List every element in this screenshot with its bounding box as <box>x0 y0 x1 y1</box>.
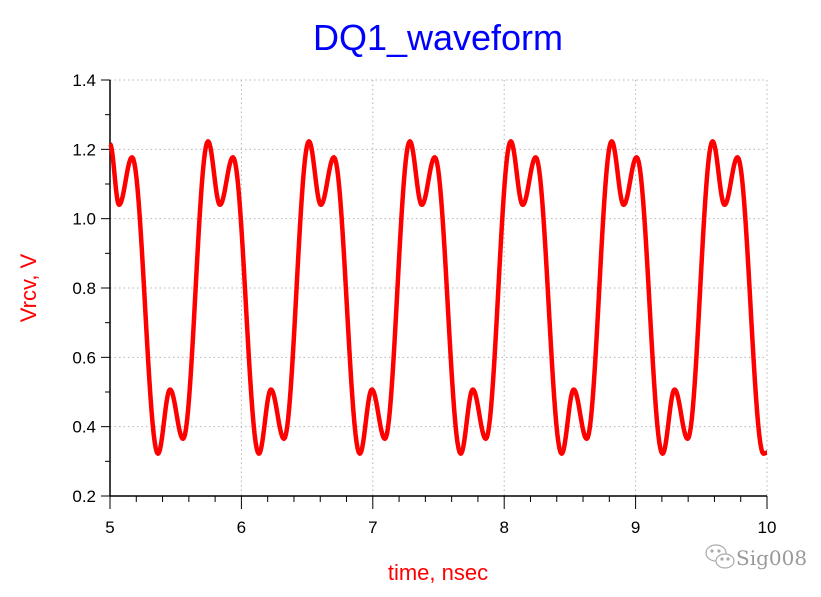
y-tick-label: 0.8 <box>72 279 96 298</box>
chart-title: DQ1_waveform <box>313 17 563 58</box>
x-axis-title: time, nsec <box>388 560 488 585</box>
grid <box>110 79 768 496</box>
y-tick-label: 0.2 <box>72 487 96 506</box>
y-tick-label: 1.4 <box>72 71 96 90</box>
y-tick-label: 0.6 <box>72 348 96 367</box>
y-tick-label: 0.4 <box>72 418 96 437</box>
series-line-vrcv <box>108 139 770 456</box>
y-axis-title: Vrcv, V <box>16 253 41 322</box>
watermark: Sig008 <box>705 544 807 570</box>
y-tick-label: 1.2 <box>72 140 96 159</box>
x-tick-label: 8 <box>499 518 508 537</box>
x-tick-label: 5 <box>105 518 114 537</box>
y-tick-label: 1.0 <box>72 210 96 229</box>
x-tick-label: 9 <box>631 518 640 537</box>
watermark-text: Sig008 <box>736 546 807 570</box>
x-tick-label: 10 <box>758 518 777 537</box>
x-tick-label: 6 <box>237 518 246 537</box>
wechat-icon <box>705 544 735 569</box>
series-layer <box>108 139 770 456</box>
tick-labels: 0.2 0.4 0.6 0.8 1.0 1.2 1.4 5 6 7 8 9 10 <box>72 71 776 537</box>
x-tick-label: 7 <box>368 518 377 537</box>
